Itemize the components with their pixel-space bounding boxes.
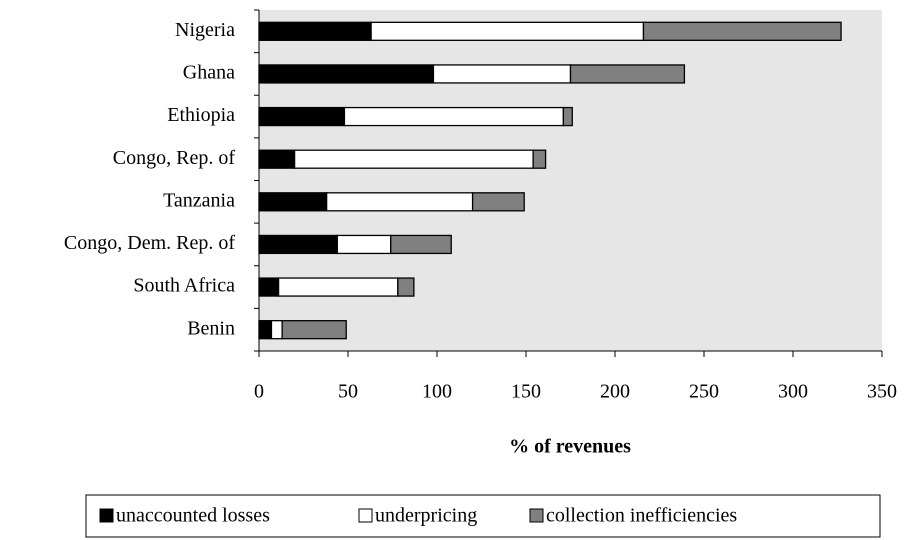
bar-segment [642, 21, 842, 41]
legend-swatch [99, 508, 114, 523]
plot-background [259, 10, 882, 351]
bar-segment [432, 64, 572, 84]
bar-segment [281, 320, 347, 340]
y-tick-label: Ethiopia [167, 104, 235, 126]
y-tick-label: Ghana [183, 62, 235, 84]
bar-segment [270, 320, 283, 340]
y-tick-label: Nigeria [175, 19, 235, 41]
x-tick-label: 0 [254, 381, 264, 403]
x-tick-label: 150 [511, 381, 541, 403]
bar-segment [397, 277, 415, 297]
x-tick-label: 350 [867, 381, 897, 403]
bar-segment [258, 277, 280, 297]
bar-segment [562, 106, 573, 127]
bar-segment [569, 64, 686, 84]
bar-segment [390, 234, 452, 255]
bar-segment [258, 106, 346, 127]
legend-label: underpricing [375, 505, 477, 527]
y-tick-label: Tanzania [163, 189, 235, 211]
bar-segment [258, 64, 435, 84]
y-tick-label: Congo, Dem. Rep. of [64, 232, 235, 254]
legend-box [85, 494, 881, 538]
bar-segment [532, 149, 547, 169]
bar-segment [471, 192, 525, 212]
legend-label: collection inefficiencies [546, 505, 737, 527]
y-tick-label: South Africa [133, 275, 235, 297]
x-tick-label: 200 [600, 381, 630, 403]
bar-segment [258, 320, 273, 340]
bar-segment [258, 149, 296, 169]
x-tick-label: 250 [689, 381, 719, 403]
x-axis-title: % of revenues [509, 436, 631, 458]
x-tick-label: 50 [338, 381, 358, 403]
x-tick-label: 300 [778, 381, 808, 403]
legend-swatch [358, 508, 373, 523]
y-tick-label: Congo, Rep. of [113, 147, 236, 169]
bar-segment [293, 149, 534, 169]
legend-swatch [529, 508, 544, 523]
bar-segment [258, 234, 338, 255]
x-tick-label: 100 [422, 381, 452, 403]
legend-label: unaccounted losses [116, 505, 270, 527]
bar-segment [258, 21, 372, 41]
y-tick-label: Benin [187, 317, 235, 339]
bar-segment [370, 21, 645, 41]
bar-segment [343, 106, 565, 127]
bar-segment [258, 192, 328, 212]
bar-segment [336, 234, 392, 255]
bar-segment [325, 192, 474, 212]
bar-segment [277, 277, 399, 297]
